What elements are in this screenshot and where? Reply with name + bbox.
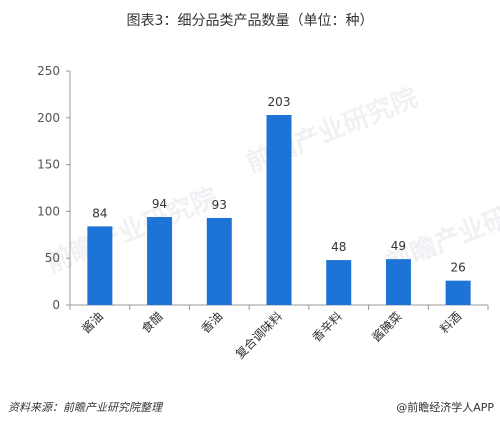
data-label: 26 xyxy=(451,261,466,275)
bars xyxy=(87,114,471,305)
bar xyxy=(87,226,113,305)
data-labels: 84 94 93 203 48 49 26 xyxy=(92,95,466,275)
bar xyxy=(206,217,232,305)
bar xyxy=(326,260,352,305)
x-tick-label: 食醋 xyxy=(138,309,166,337)
source-note: 资料来源：前瞻产业研究院整理 xyxy=(8,401,162,414)
x-tick-label: 复合调味料 xyxy=(232,309,285,362)
y-tick-label: 100 xyxy=(37,204,60,218)
y-tick-label: 150 xyxy=(37,158,60,172)
bar xyxy=(385,259,411,305)
bar xyxy=(147,217,173,305)
bar xyxy=(266,114,292,305)
y-tick-label: 200 xyxy=(37,111,60,125)
data-label: 49 xyxy=(391,239,406,253)
x-axis: 酱油 食醋 香油 复合调味料 香辛料 酱腌菜 料酒 xyxy=(69,304,489,362)
x-tick-label: 酱油 xyxy=(78,309,106,337)
bar xyxy=(445,280,471,305)
chart-title: 图表3：细分品类产品数量（单位：种） xyxy=(126,13,374,29)
data-label: 94 xyxy=(152,197,167,211)
y-tick-label: 0 xyxy=(52,298,60,312)
y-tick-label: 250 xyxy=(37,64,60,78)
publisher-logo: @前瞻经济学人APP xyxy=(396,401,494,414)
data-label: 48 xyxy=(331,240,346,254)
x-tick-label: 酱腌菜 xyxy=(368,309,404,345)
y-axis: 0 50 100 150 200 250 xyxy=(37,64,71,312)
data-label: 93 xyxy=(212,198,227,212)
x-tick-label: 料酒 xyxy=(437,309,464,336)
data-label: 203 xyxy=(268,95,291,109)
x-tick-label: 香辛料 xyxy=(309,309,344,344)
data-label: 84 xyxy=(92,206,107,220)
y-tick-label: 50 xyxy=(45,251,60,265)
x-tick-label: 香油 xyxy=(199,309,226,336)
